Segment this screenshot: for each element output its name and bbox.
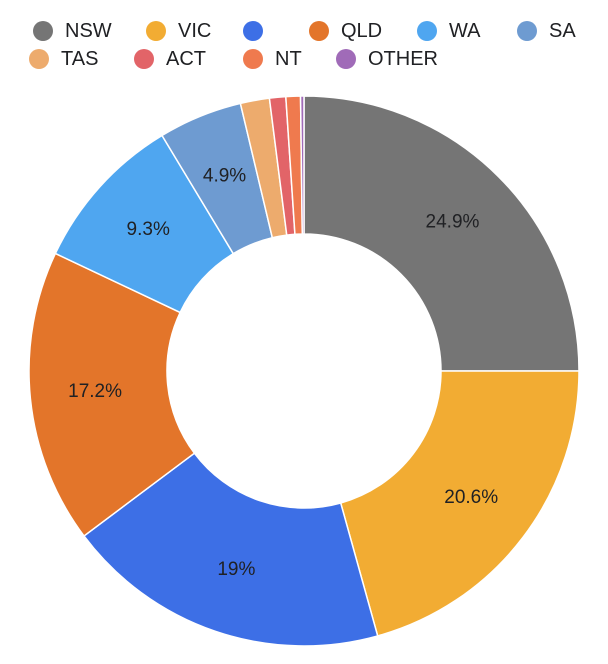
legend-swatch-act	[134, 49, 154, 69]
data-label-wa: 9.3%	[127, 219, 170, 240]
legend-swatch-unlabeled	[243, 21, 263, 41]
legend-label-sa: SA	[549, 20, 576, 42]
legend-label-qld: QLD	[341, 20, 383, 42]
donut-slice-nsw[interactable]	[303, 95, 580, 372]
legend-label-nsw: NSW	[65, 20, 112, 42]
legend-item-qld[interactable]: QLD	[309, 17, 382, 45]
donut-slice-other[interactable]	[299, 95, 305, 235]
legend-label-tas: TAS	[61, 48, 99, 70]
legend-swatch-vic	[146, 21, 166, 41]
legend-item-unlabeled[interactable]	[243, 17, 275, 45]
legend-swatch-tas	[29, 49, 49, 69]
legend-item-other[interactable]: OTHER	[336, 45, 438, 73]
legend-row-1: NSW VIC QLD WA SA	[0, 17, 608, 45]
legend-label-nt: NT	[275, 48, 302, 70]
legend-swatch-nt	[243, 49, 263, 69]
legend-label-act: ACT	[166, 48, 206, 70]
legend-item-vic[interactable]: VIC	[146, 17, 211, 45]
legend-swatch-other	[336, 49, 356, 69]
donut-data-labels: 24.9% 20.6% 19% 17.2% 9.3% 4.9%	[68, 166, 498, 580]
legend-label-other: OTHER	[368, 48, 438, 70]
chart-legend: NSW VIC QLD WA SA	[0, 0, 608, 90]
legend-row-2: TAS ACT NT OTHER	[0, 45, 608, 73]
donut-slice-qld[interactable]	[28, 252, 196, 538]
legend-item-sa[interactable]: SA	[517, 17, 576, 45]
donut-slice-vic[interactable]	[339, 370, 580, 637]
data-label-sa: 4.9%	[203, 166, 246, 187]
legend-swatch-wa	[417, 21, 437, 41]
legend-swatch-sa	[517, 21, 537, 41]
legend-item-nt[interactable]: NT	[243, 45, 302, 73]
data-label-unlabeled: 19%	[217, 559, 255, 580]
legend-item-act[interactable]: ACT	[134, 45, 206, 73]
legend-label-vic: VIC	[178, 20, 212, 42]
donut-slice-unlabeled[interactable]	[82, 452, 379, 647]
legend-swatch-nsw	[33, 21, 53, 41]
data-label-nsw: 24.9%	[426, 212, 480, 233]
data-label-qld: 17.2%	[68, 381, 122, 402]
legend-item-nsw[interactable]: NSW	[33, 17, 112, 45]
donut-slices	[28, 95, 580, 647]
legend-item-tas[interactable]: TAS	[29, 45, 98, 73]
legend-swatch-qld	[309, 21, 329, 41]
legend-label-wa: WA	[449, 20, 481, 42]
legend-item-wa[interactable]: WA	[417, 17, 480, 45]
data-label-vic: 20.6%	[444, 487, 498, 508]
